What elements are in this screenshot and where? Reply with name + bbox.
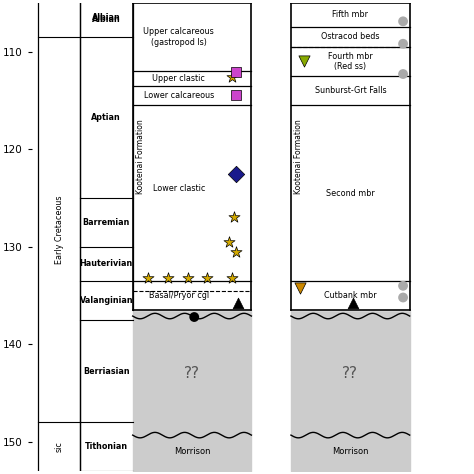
Text: Morrison: Morrison [174,447,210,456]
Point [296,284,303,292]
Point [399,18,407,25]
Point [228,73,236,81]
Text: Fifth mbr: Fifth mbr [332,10,368,19]
Text: Barremian: Barremian [82,218,130,227]
Text: Aptian: Aptian [91,113,121,122]
Text: Cutbank mbr: Cutbank mbr [324,291,377,300]
Text: Valanginian: Valanginian [80,296,133,305]
Point [230,214,237,221]
Point [349,300,356,307]
Text: Early Cretaceous: Early Cretaceous [55,195,64,264]
Point [184,274,191,282]
Point [301,57,308,65]
Point [226,238,233,246]
Text: ??: ?? [184,366,200,381]
Point [399,294,407,301]
Point [399,40,407,47]
Text: Basal/Pryor cgl: Basal/Pryor cgl [149,291,209,300]
Text: Berriasian: Berriasian [83,367,129,376]
Text: Second mbr: Second mbr [326,189,374,198]
Point [399,282,407,290]
Point [164,274,172,282]
Point [204,274,211,282]
Point [232,91,240,99]
Text: Upper calcareous
(gastropod ls): Upper calcareous (gastropod ls) [144,27,214,46]
Text: Kootenai Formation: Kootenai Formation [294,119,303,194]
Point [235,300,242,307]
Text: Hauterivian: Hauterivian [80,259,133,268]
Text: Lower calcareous: Lower calcareous [144,91,214,100]
Point [232,68,240,76]
Point [228,274,236,282]
Point [232,248,240,255]
Point [191,313,198,321]
Text: Morrison: Morrison [332,447,369,456]
Text: sic: sic [55,441,64,452]
Text: Ostracod beds: Ostracod beds [321,32,380,41]
Text: Albian: Albian [92,13,121,22]
Point [399,70,407,78]
Point [232,170,240,177]
Text: Lower clastic: Lower clastic [153,184,205,193]
Text: Fourth mbr
(Red ss): Fourth mbr (Red ss) [328,52,373,71]
Text: ??: ?? [342,366,358,381]
Text: Upper clastic: Upper clastic [153,74,205,83]
Point [144,274,152,282]
Text: Sunburst-Grt Falls: Sunburst-Grt Falls [315,86,386,95]
Text: Kootenai Formation: Kootenai Formation [136,119,145,194]
Text: Albian: Albian [92,15,121,24]
Text: Tithonian: Tithonian [85,442,128,451]
